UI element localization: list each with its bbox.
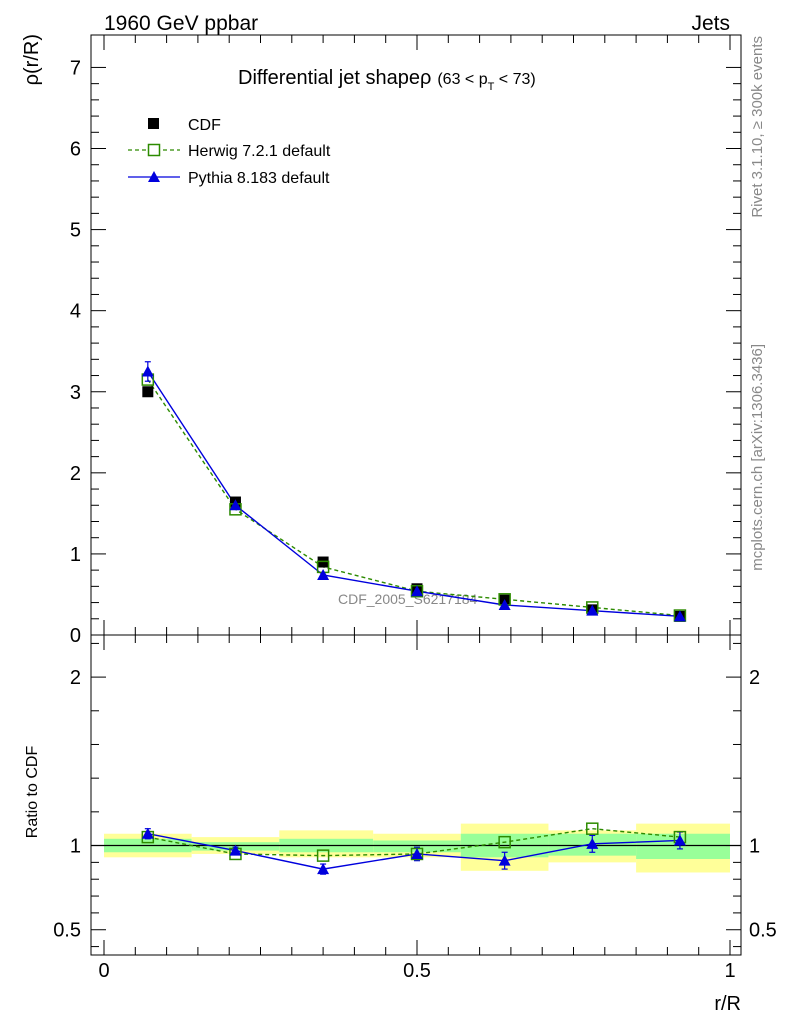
x-tick-label: 0 xyxy=(98,960,109,982)
main-y-tick-label: 5 xyxy=(70,220,81,242)
ratio-herwig-point xyxy=(498,835,511,849)
chart-title-range-close: < 73) xyxy=(494,71,535,88)
ratio-y-axis-label: Ratio to CDF xyxy=(24,746,41,839)
main-y-tick-label: 7 xyxy=(70,57,81,79)
pythia-point xyxy=(411,585,423,597)
legend-pythia-marker xyxy=(148,171,160,182)
legend-herwig-label: Herwig 7.2.1 default xyxy=(188,143,331,160)
cdf-data-point xyxy=(142,386,154,398)
ratio-band-inner xyxy=(373,840,461,853)
analysis-watermark: CDF_2005_S6217184 xyxy=(338,591,478,607)
ratio-pythia-point xyxy=(673,834,686,846)
ratio-y-tick-label-right: 1 xyxy=(749,836,760,858)
pythia-point xyxy=(317,569,330,580)
header-process: Jets xyxy=(691,12,730,35)
main-plot-series xyxy=(141,361,687,622)
ratio-y-tick-label: 2 xyxy=(70,667,81,689)
ratio-pythia-point xyxy=(229,844,242,856)
mcplots-reference-label: mcplots.cern.ch [arXiv:1306.3436] xyxy=(749,344,766,571)
ratio-herwig-point xyxy=(586,822,599,835)
ratio-plot-frame xyxy=(90,634,742,956)
axis-ticks: 0 1 2 3 4 5 6 7 0 0.5 1 0.5 0.5 1 1 2 2 xyxy=(53,35,777,982)
legend-herwig-marker xyxy=(147,143,161,157)
ratio-pythia-point xyxy=(411,847,423,859)
x-tick-label: 1 xyxy=(724,960,735,982)
pythia-line xyxy=(147,371,680,618)
ratio-plot-series xyxy=(141,822,687,875)
chart-title-range-open: (63 < p xyxy=(437,71,487,88)
main-y-tick-label: 0 xyxy=(70,625,81,647)
main-y-axis-label: ρ(r/R) xyxy=(21,34,43,85)
chart-title-range-sub: T xyxy=(488,81,495,93)
herwig-line xyxy=(147,379,680,617)
header-energy: 1960 GeV ppbar xyxy=(104,12,258,35)
chart-title: Differential jet shapeρ (63 < pT < 73) xyxy=(238,67,536,93)
legend-cdf-label: CDF xyxy=(188,117,221,134)
ratio-pythia-point xyxy=(498,854,511,866)
legend-pythia-label: Pythia 8.183 default xyxy=(188,170,330,187)
pythia-point xyxy=(141,365,154,377)
main-y-tick-label: 6 xyxy=(70,139,81,161)
ratio-pythia-point xyxy=(586,837,599,849)
main-y-tick-label: 1 xyxy=(70,544,81,566)
legend: CDF Herwig 7.2.1 default Pythia 8.183 de… xyxy=(128,117,331,187)
ratio-y-tick-label: 0.5 xyxy=(53,920,81,942)
ratio-y-tick-label-right: 2 xyxy=(749,667,760,689)
ratio-y-tick-label: 1 xyxy=(70,836,81,858)
rivet-version-label: Rivet 3.1.10, ≥ 300k events xyxy=(749,36,766,218)
ratio-pythia-point xyxy=(141,827,154,839)
x-axis-label: r/R xyxy=(714,993,741,1015)
pythia-point xyxy=(498,599,511,610)
chart-title-main: Differential jet shapeρ xyxy=(238,67,431,89)
ratio-band-inner xyxy=(636,833,730,859)
ratio-y-tick-label-right: 0.5 xyxy=(749,920,777,942)
pythia-point xyxy=(586,604,599,616)
x-tick-label: 0.5 xyxy=(403,960,431,982)
ratio-pythia-point xyxy=(317,863,330,875)
main-y-tick-label: 3 xyxy=(70,382,81,404)
main-y-tick-label: 4 xyxy=(70,301,81,323)
ratio-herwig-point xyxy=(316,849,330,862)
pythia-point xyxy=(229,499,242,511)
main-y-tick-label: 2 xyxy=(70,463,81,485)
legend-cdf-marker xyxy=(148,118,159,129)
pythia-point xyxy=(673,610,686,622)
